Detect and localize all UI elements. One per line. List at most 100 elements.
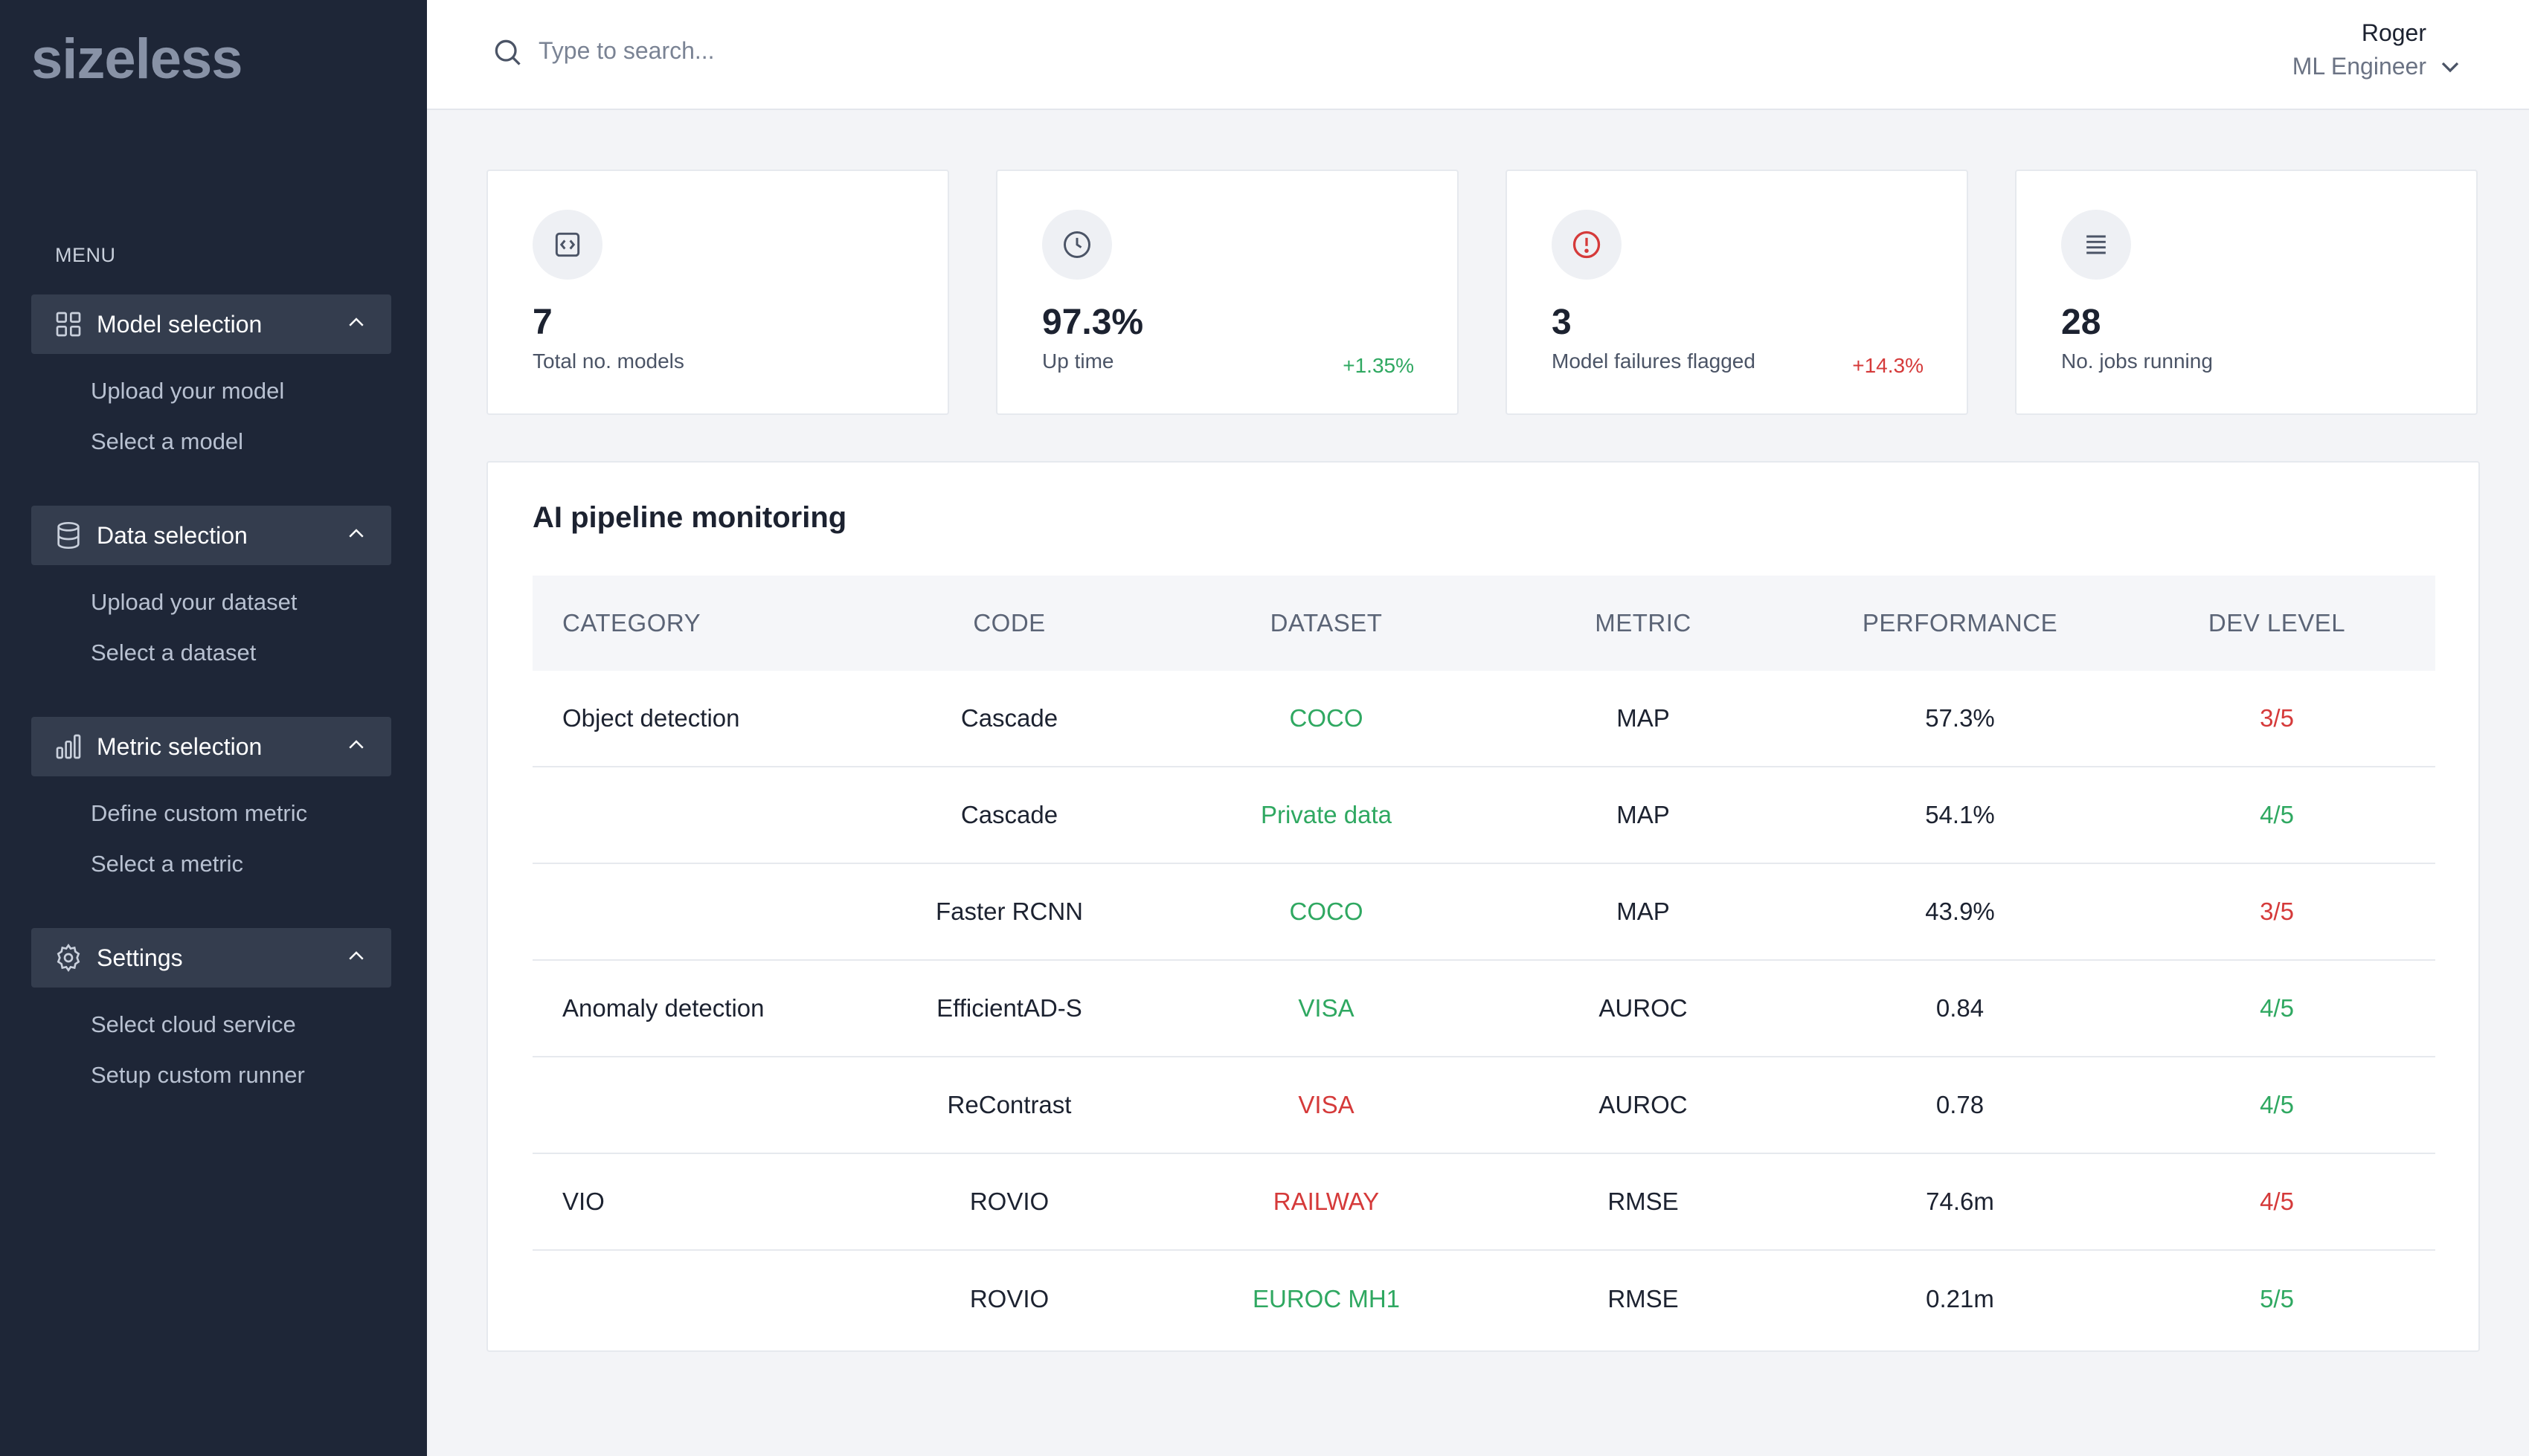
pipeline-table: CATEGORY CODE DATASET METRIC PERFORMANCE… <box>533 576 2435 1347</box>
kpi-card-total-models: 7 Total no. models <box>486 170 949 415</box>
kpi-value: 7 <box>533 303 553 342</box>
user-menu[interactable]: Roger ML Engineer <box>2292 16 2474 83</box>
cell-metric: RMSE <box>1607 1285 1679 1312</box>
sidebar-item-upload-dataset[interactable]: Upload your dataset <box>91 589 298 615</box>
model-selection-toggle[interactable]: Model selection <box>31 294 391 354</box>
table-row[interactable]: ReContrast VISA AUROC 0.78 4/5 <box>533 1057 2435 1154</box>
cell-category: Anomaly detection <box>562 994 765 1022</box>
table-row[interactable]: Cascade Private data MAP 54.1% 4/5 <box>533 767 2435 864</box>
list-icon <box>2061 210 2131 280</box>
chevron-up-icon[interactable] <box>345 945 367 971</box>
menu-label: MENU <box>55 244 116 266</box>
cell-code: Faster RCNN <box>935 898 1084 925</box>
metric-selection-label: Metric selection <box>97 732 263 760</box>
search-input[interactable] <box>539 30 1208 71</box>
kpi-caption: No. jobs running <box>2061 349 2213 373</box>
cell-code: Cascade <box>960 801 1058 828</box>
kpi-card-jobs: 28 No. jobs running <box>2015 170 2478 415</box>
sidebar: sizeless MENU Model selection Upload you… <box>0 0 427 1456</box>
cell-code: EfficientAD-S <box>936 994 1082 1022</box>
cell-dataset: EUROC MH1 <box>1252 1285 1401 1312</box>
table-row[interactable]: Anomaly detection EfficientAD-S VISA AUR… <box>533 961 2435 1057</box>
alert-icon <box>1552 210 1622 280</box>
grid-icon <box>54 309 83 339</box>
sidebar-item-define-metric[interactable]: Define custom metric <box>91 800 308 826</box>
cell-dev-level: 5/5 <box>2260 1285 2294 1312</box>
gear-icon <box>54 943 83 973</box>
kpi-caption: Model failures flagged <box>1552 349 1755 373</box>
cell-dev-level: 4/5 <box>2260 994 2294 1022</box>
kpi-card-uptime: 97.3% Up time +1.35% <box>996 170 1459 415</box>
data-selection-label: Data selection <box>97 521 248 549</box>
sidebar-item-custom-runner[interactable]: Setup custom runner <box>91 1062 305 1088</box>
kpi-caption: Up time <box>1042 349 1114 373</box>
cell-code: ReContrast <box>947 1091 1072 1118</box>
search-icon[interactable] <box>491 36 524 68</box>
table-row[interactable]: VIO ROVIO RAILWAY RMSE 74.6m 4/5 <box>533 1154 2435 1251</box>
top-bar: Roger ML Engineer <box>427 0 2529 110</box>
column-header-metric[interactable]: METRIC <box>1595 609 1691 637</box>
kpi-delta: +1.35% <box>1343 354 1414 377</box>
panel-title: AI pipeline monitoring <box>533 501 847 534</box>
settings-label: Settings <box>97 944 183 971</box>
table-row[interactable]: Faster RCNN COCO MAP 43.9% 3/5 <box>533 864 2435 961</box>
cell-dataset: Private data <box>1260 801 1392 828</box>
kpi-value: 97.3% <box>1042 303 1144 342</box>
cell-dev-level: 4/5 <box>2260 1188 2294 1215</box>
sidebar-item-cloud-service[interactable]: Select cloud service <box>91 1011 296 1037</box>
sidebar-item-select-dataset[interactable]: Select a dataset <box>91 640 257 666</box>
user-role: ML Engineer <box>2292 53 2426 80</box>
settings-toggle[interactable]: Settings <box>31 928 391 988</box>
cell-metric: AUROC <box>1598 1091 1688 1118</box>
user-name: Roger <box>2361 19 2426 46</box>
menu-group-model-selection: Model selection Upload your model Select… <box>31 294 391 467</box>
cell-performance: 0.78 <box>1935 1091 1985 1118</box>
kpi-card-failures: 3 Model failures flagged +14.3% <box>1505 170 1968 415</box>
table-row[interactable]: ROVIO EUROC MH1 RMSE 0.21m 5/5 <box>533 1251 2435 1347</box>
chevron-up-icon[interactable] <box>345 312 367 338</box>
chevron-up-icon[interactable] <box>345 523 367 549</box>
cell-dataset: RAILWAY <box>1273 1188 1380 1215</box>
cell-performance: 54.1% <box>1925 801 1995 828</box>
cell-performance: 74.6m <box>1926 1188 1994 1215</box>
clock-icon <box>1042 210 1112 280</box>
sidebar-item-select-metric[interactable]: Select a metric <box>91 851 244 877</box>
app-logo[interactable]: sizeless <box>31 28 243 91</box>
chevron-down-icon[interactable] <box>2435 52 2465 82</box>
table-header: CATEGORY CODE DATASET METRIC PERFORMANCE… <box>533 576 2435 671</box>
column-header-code[interactable]: CODE <box>973 609 1046 637</box>
column-header-category[interactable]: CATEGORY <box>562 609 701 637</box>
menu-group-settings: Settings Select cloud service Setup cust… <box>31 928 391 1101</box>
cell-performance: 0.21m <box>1926 1285 1994 1312</box>
cell-category: Object detection <box>562 704 740 732</box>
cell-code: Cascade <box>960 704 1058 732</box>
menu-group-data-selection: Data selection Upload your dataset Selec… <box>31 506 391 678</box>
chevron-up-icon[interactable] <box>345 734 367 760</box>
main-content: Roger ML Engineer 7 Total no. models 97.… <box>427 0 2529 1456</box>
sidebar-item-upload-model[interactable]: Upload your model <box>91 378 285 404</box>
model-selection-label: Model selection <box>97 310 263 338</box>
cell-dataset: COCO <box>1289 898 1363 925</box>
cell-metric: MAP <box>1616 704 1670 732</box>
sidebar-item-select-model[interactable]: Select a model <box>91 428 244 454</box>
cell-dataset: VISA <box>1298 994 1355 1022</box>
kpi-caption: Total no. models <box>533 349 684 373</box>
metric-selection-toggle[interactable]: Metric selection <box>31 717 391 776</box>
kpi-value: 3 <box>1552 303 1572 342</box>
cell-metric: MAP <box>1616 898 1670 925</box>
cell-dev-level: 4/5 <box>2260 801 2294 828</box>
cell-dev-level: 3/5 <box>2260 704 2294 732</box>
table-row[interactable]: Object detection Cascade COCO MAP 57.3% … <box>533 671 2435 767</box>
cell-metric: AUROC <box>1598 994 1688 1022</box>
cell-dev-level: 4/5 <box>2260 1091 2294 1118</box>
column-header-dev-level[interactable]: DEV LEVEL <box>2208 609 2346 637</box>
column-header-dataset[interactable]: DATASET <box>1270 609 1383 637</box>
data-selection-toggle[interactable]: Data selection <box>31 506 391 565</box>
cell-dev-level: 3/5 <box>2260 898 2294 925</box>
kpi-delta: +14.3% <box>1852 354 1924 377</box>
column-header-performance[interactable]: PERFORMANCE <box>1862 609 2058 637</box>
pipeline-monitoring-panel: AI pipeline monitoring CATEGORY CODE DAT… <box>486 461 2480 1352</box>
menu-group-metric-selection: Metric selection Define custom metric Se… <box>31 717 391 889</box>
database-icon <box>54 521 83 550</box>
